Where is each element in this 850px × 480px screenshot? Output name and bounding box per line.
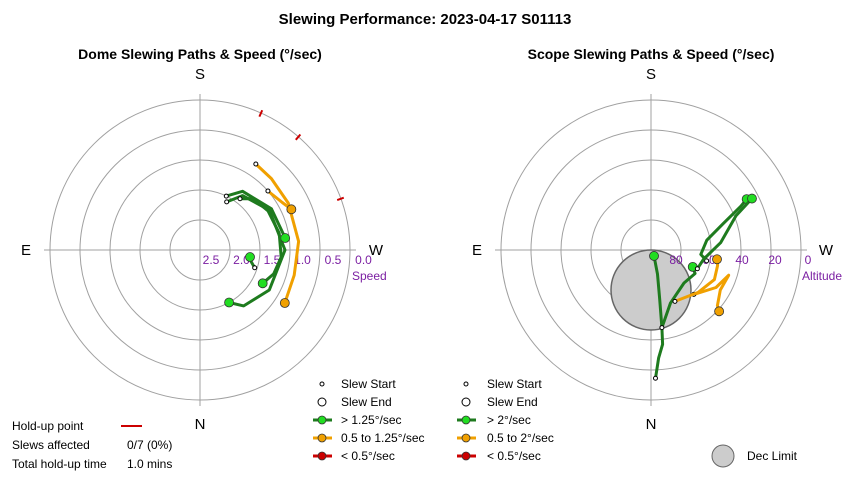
slew-end-marker <box>279 298 290 308</box>
slew-start-marker <box>672 298 678 304</box>
slew-start-marker <box>694 266 700 272</box>
slew-path-fast <box>238 197 283 285</box>
slew-end-marker <box>224 297 234 308</box>
radial-tick-label: 0.5 <box>325 253 342 267</box>
holdup-stats: Hold-up point Slews affected 0/7 (0%) To… <box>12 419 172 471</box>
scope-slew-paths <box>649 193 757 381</box>
slew-end-marker <box>245 252 255 262</box>
scope-direction-east: E <box>472 242 482 259</box>
total-holdup-label: Total hold-up time <box>12 457 107 471</box>
legend-dec-limit-marker <box>711 444 735 468</box>
dome-chart: Dome Slewing Paths & Speed (°/sec) S N E… <box>21 46 387 433</box>
legend-slow-marker <box>317 451 327 461</box>
slew-start-marker <box>223 193 229 199</box>
total-holdup-value: 1.0 mins <box>127 457 172 471</box>
slew-start-marker <box>659 325 665 331</box>
dome-radial-axis-label: Speed <box>352 269 387 283</box>
slew-end-marker <box>649 251 659 261</box>
legend-mid-marker <box>317 433 327 443</box>
dome-legend-mid: 0.5 to 1.25°/sec <box>341 431 425 445</box>
scope-direction-north: N <box>646 416 657 433</box>
slew-end-marker <box>286 204 297 215</box>
slew-path-fast <box>699 197 749 263</box>
dome-polar-grid <box>44 94 356 406</box>
slews-affected-value: 0/7 (0%) <box>127 438 172 452</box>
dome-direction-north: N <box>195 416 206 433</box>
scope-legend: Slew Start Slew End > 2°/sec 0.5 to 2°/s… <box>457 377 798 468</box>
scope-legend-slew-end: Slew End <box>487 395 538 409</box>
legend-fast-marker <box>317 415 327 425</box>
dome-direction-west: W <box>369 242 384 259</box>
scope-legend-fast: > 2°/sec <box>487 413 531 427</box>
radial-tick-label: 80 <box>669 253 683 267</box>
holdup-tick <box>258 109 264 118</box>
dome-legend-fast: > 1.25°/sec <box>341 413 402 427</box>
dome-legend-slew-start: Slew Start <box>341 377 396 391</box>
radial-tick-label: 0.0 <box>355 253 372 267</box>
slew-end-marker <box>712 254 722 265</box>
slew-path-fast <box>225 194 287 308</box>
scope-radial-axis-label: Altitude <box>802 269 842 283</box>
slew-start-marker <box>265 188 271 194</box>
radial-tick-label: 1.5 <box>264 253 281 267</box>
slew-end-marker <box>280 233 291 243</box>
scope-direction-south: S <box>646 66 656 83</box>
scope-legend-slew-start: Slew Start <box>487 377 542 391</box>
slew-path-mid <box>254 162 301 305</box>
radial-tick-label: 1.0 <box>294 253 311 267</box>
radial-tick-label: 0 <box>805 253 812 267</box>
dome-direction-south: S <box>195 66 205 83</box>
dome-direction-east: E <box>21 242 31 259</box>
holdup-tick <box>295 133 302 141</box>
slew-end-marker <box>747 193 757 204</box>
legend-slew-end-marker <box>461 397 471 407</box>
dome-legend: Slew Start Slew End > 1.25°/sec 0.5 to 1… <box>313 377 425 463</box>
slew-start-marker <box>253 161 259 167</box>
legend-slew-end-marker <box>317 397 327 407</box>
radial-tick-label: 40 <box>735 253 749 267</box>
slews-affected-label: Slews affected <box>12 438 90 452</box>
slew-path-mid <box>692 273 731 313</box>
figure-title: Slewing Performance: 2023-04-17 S01113 <box>279 11 572 28</box>
scope-legend-dec-limit: Dec Limit <box>747 449 798 463</box>
slew-start-marker <box>252 265 258 271</box>
holdup-point-label: Hold-up point <box>12 419 84 433</box>
slew-end-marker <box>257 278 268 289</box>
dec-limit-circle <box>610 249 692 331</box>
scope-legend-mid: 0.5 to 2°/sec <box>487 431 554 445</box>
scope-chart-title: Scope Slewing Paths & Speed (°/sec) <box>528 46 775 62</box>
legend-slew-start-marker <box>463 381 469 387</box>
slew-start-marker <box>224 199 230 205</box>
scope-legend-slow: < 0.5°/sec <box>487 449 541 463</box>
dome-chart-title: Dome Slewing Paths & Speed (°/sec) <box>78 46 322 62</box>
legend-mid-marker <box>461 433 471 443</box>
dome-holdup-ticks <box>258 109 345 202</box>
scope-direction-west: W <box>819 242 834 259</box>
radial-tick-label: 20 <box>768 253 782 267</box>
dome-legend-slow: < 0.5°/sec <box>341 449 395 463</box>
slew-path-fast <box>695 197 754 271</box>
legend-slew-start-marker <box>319 381 325 387</box>
legend-fast-marker <box>461 415 471 425</box>
scope-chart: Scope Slewing Paths & Speed (°/sec) S N … <box>472 46 842 433</box>
radial-tick-label: 2.5 <box>203 253 220 267</box>
dome-slew-paths <box>223 161 301 308</box>
legend-slow-marker <box>461 451 471 461</box>
slew-end-marker <box>714 306 725 317</box>
slew-start-marker <box>704 258 710 264</box>
holdup-tick <box>336 196 345 202</box>
dome-legend-slew-end: Slew End <box>341 395 392 409</box>
slew-start-marker <box>237 196 243 202</box>
slew-start-marker <box>652 375 658 381</box>
